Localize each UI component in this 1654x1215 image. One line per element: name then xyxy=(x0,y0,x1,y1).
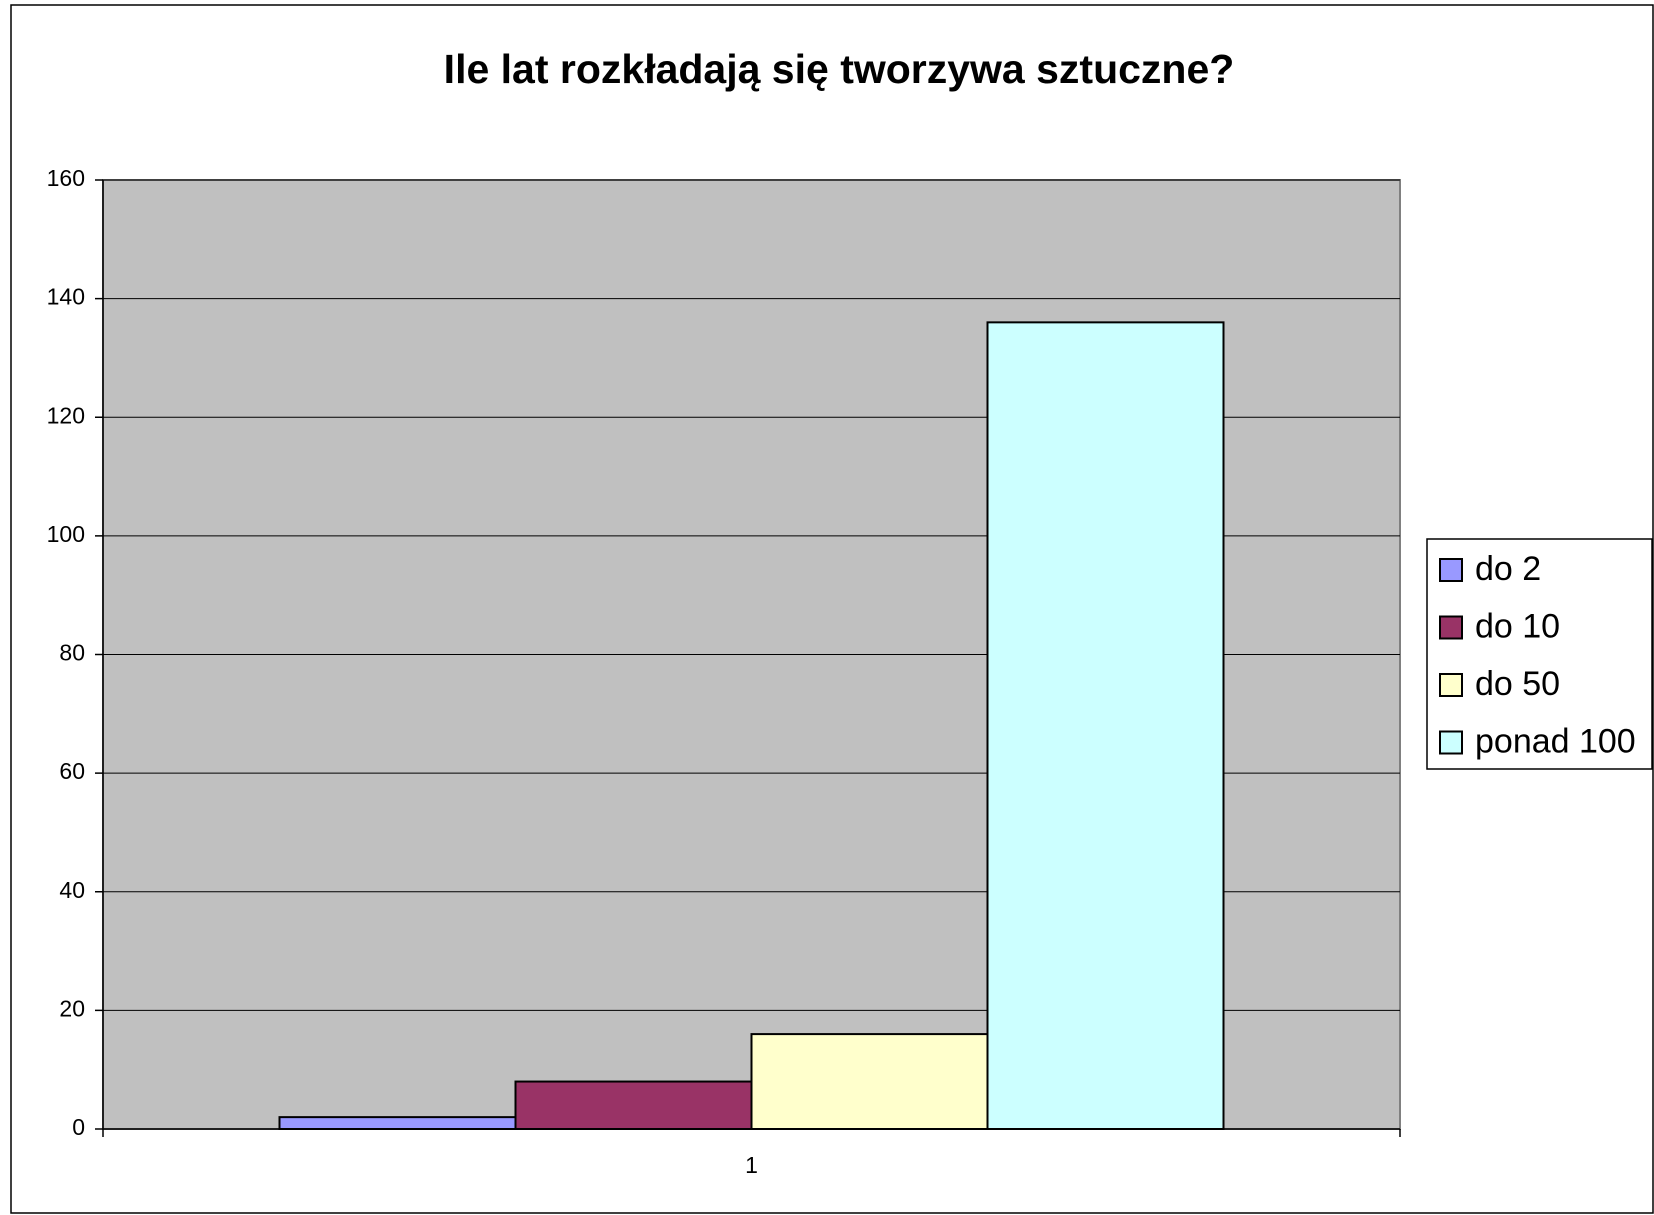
bar xyxy=(750,1033,989,1130)
bar xyxy=(514,1080,753,1131)
x-tick-label: 1 xyxy=(745,1152,758,1178)
bar xyxy=(986,321,1225,1131)
y-tick-label: 0 xyxy=(72,1114,85,1140)
y-tick-label: 40 xyxy=(59,877,85,903)
y-tick-label: 100 xyxy=(47,521,85,547)
legend-label: do 50 xyxy=(1475,665,1560,703)
y-tick-label: 20 xyxy=(59,995,85,1021)
y-tick-label: 60 xyxy=(59,758,85,784)
legend-swatch xyxy=(1439,558,1463,582)
legend-swatch xyxy=(1439,673,1463,697)
y-tick-label: 80 xyxy=(59,640,85,666)
y-tick-label: 120 xyxy=(47,402,85,428)
y-tick-label: 160 xyxy=(47,165,85,191)
chart-title: Ile lat rozkładają się tworzywa sztuczne… xyxy=(444,46,1235,92)
legend-box xyxy=(1426,538,1653,770)
legend-label: do 10 xyxy=(1475,607,1560,645)
legend-swatch xyxy=(1439,615,1463,640)
bar xyxy=(278,1116,517,1130)
legend-label: do 2 xyxy=(1475,550,1541,588)
legend-label: ponad 100 xyxy=(1475,722,1636,760)
legend-swatch xyxy=(1439,730,1463,755)
y-tick-label: 140 xyxy=(47,284,85,310)
